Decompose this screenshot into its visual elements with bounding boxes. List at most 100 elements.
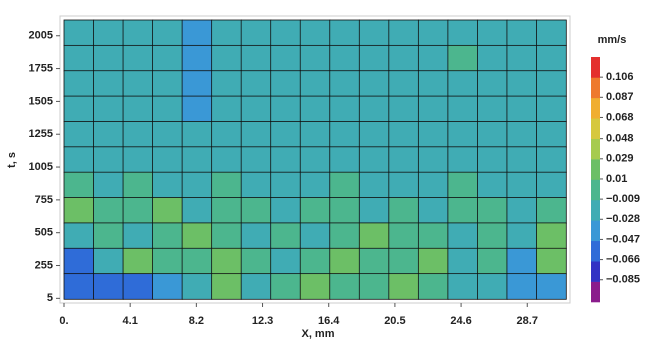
heat-cell (63, 70, 95, 97)
plot-frame (59, 15, 571, 304)
colorbar-segment (591, 199, 600, 221)
heat-cell (417, 273, 449, 300)
heat-cell (506, 247, 538, 275)
heat-cell (299, 44, 331, 72)
heat-cell (358, 44, 390, 72)
colorbar-tick-label: 0.106 (606, 71, 634, 83)
heat-cell (329, 95, 360, 123)
colorbar-segment (591, 281, 600, 303)
heat-cell (122, 95, 154, 123)
heat-cell (211, 171, 242, 199)
heat-cell (536, 222, 567, 249)
heat-cell (270, 19, 301, 47)
heat-cell (152, 273, 183, 300)
heat-cell (211, 273, 242, 300)
heat-cell (358, 197, 390, 224)
heat-cell (152, 222, 183, 249)
heat-cell (329, 171, 360, 199)
heat-cell (447, 146, 479, 173)
heat-cell (358, 95, 390, 123)
heat-cell (181, 197, 213, 224)
heat-cell (329, 273, 360, 300)
heat-cell (152, 19, 183, 47)
heat-cell (152, 247, 183, 275)
heat-cell (122, 247, 154, 275)
heat-cell (358, 121, 390, 148)
heat-cell (63, 247, 95, 275)
heat-cell (181, 273, 213, 300)
heat-cell (358, 273, 390, 300)
heat-cell (506, 121, 538, 148)
heat-cell (63, 19, 95, 47)
heat-cell (93, 19, 124, 47)
heat-cell (477, 247, 508, 275)
heat-cell (506, 95, 538, 123)
heat-cell (536, 273, 567, 300)
heat-cell (299, 95, 331, 123)
y-tick-label: 2005 (29, 30, 53, 42)
heat-cell (181, 121, 213, 148)
heat-cell (270, 44, 301, 72)
y-tick-label: 1005 (29, 161, 53, 173)
y-axis-label: t, s (6, 152, 18, 168)
heat-cell (388, 95, 420, 123)
heat-cell (447, 70, 479, 97)
x-tick-label: 20.5 (384, 315, 405, 327)
heat-cell (270, 146, 301, 173)
heat-cell (536, 171, 567, 199)
heat-cell (240, 273, 272, 300)
heat-cell (240, 95, 272, 123)
heat-cell (211, 19, 242, 47)
colorbar-segment (591, 97, 600, 119)
heat-cell (536, 247, 567, 275)
heat-cell (93, 44, 124, 72)
heat-cell (417, 121, 449, 148)
y-tick-label: 755 (35, 194, 53, 206)
colorbar-segment (591, 57, 600, 78)
colorbar-tick-label: −0.028 (606, 213, 640, 225)
heat-cell (417, 247, 449, 275)
heat-cell (211, 197, 242, 224)
heat-cell (211, 222, 242, 249)
colorbar-segment (591, 261, 600, 282)
heat-cell (63, 222, 95, 249)
heat-cell (506, 222, 538, 249)
colorbar-segment (591, 77, 600, 99)
heat-cell (447, 95, 479, 123)
heat-cell (93, 146, 124, 173)
heat-cell (299, 19, 331, 47)
heat-cell (63, 273, 95, 300)
heat-cell (447, 44, 479, 72)
heat-cell (240, 70, 272, 97)
heat-cell (388, 197, 420, 224)
heat-cell (329, 121, 360, 148)
heat-cell (93, 70, 124, 97)
heat-cell (536, 44, 567, 72)
heat-cell (447, 273, 479, 300)
heat-cell (181, 247, 213, 275)
heat-cell (270, 273, 301, 300)
heat-cell (211, 70, 242, 97)
heat-cell (358, 222, 390, 249)
heat-cell (477, 171, 508, 199)
heat-cell (388, 247, 420, 275)
heat-cell (447, 19, 479, 47)
heat-cell (122, 121, 154, 148)
heat-cell (270, 95, 301, 123)
heat-cell (63, 197, 95, 224)
heat-cell (506, 146, 538, 173)
heat-cell (270, 247, 301, 275)
heat-cell (417, 146, 449, 173)
colorbar-tick-label: −0.047 (606, 233, 640, 245)
heat-cell (122, 146, 154, 173)
y-tick-label: 5 (47, 292, 53, 304)
heat-cell (477, 44, 508, 72)
colorbar-tick-label: 0.087 (606, 91, 634, 103)
heat-cell (211, 121, 242, 148)
heat-cell (358, 247, 390, 275)
colorbar-tick-label: 0.048 (606, 133, 634, 145)
heat-cell (240, 171, 272, 199)
heat-cell (417, 70, 449, 97)
heat-cell (536, 95, 567, 123)
heat-cell (181, 70, 213, 97)
